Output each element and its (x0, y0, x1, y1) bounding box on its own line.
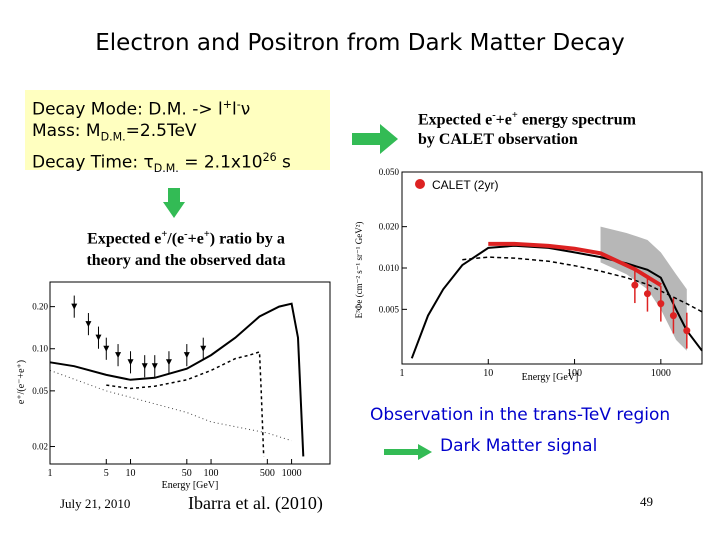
background-curve (462, 256, 703, 313)
legend-label: CALET (2yr) (432, 178, 498, 192)
calet-point (643, 290, 651, 298)
axis-ticks: 1 5 10 50 100 500 1000 0.20 0.10 0.05 0.02 (32, 302, 301, 479)
gray-error-band (600, 226, 687, 351)
data-point (95, 334, 102, 341)
y-tick-label: 0.005 (379, 304, 400, 314)
x-tick-label: 1000 (282, 468, 302, 479)
calet-point (683, 327, 691, 335)
x-tick-label: 1 (400, 368, 405, 379)
dark-matter-signal-text: Dark Matter signal (440, 436, 598, 456)
ratio-label-part: /(e (167, 230, 185, 248)
energy-spectrum-chart: 1 10 100 1000 0.050 0.020 0.010 0.005 CALET (2y… (354, 167, 703, 383)
dashed-curve (106, 350, 265, 457)
x-axis-label: Energy [GeV] (522, 372, 579, 383)
slide-title: Electron and Positron from Dark Matter D… (95, 30, 625, 56)
total-curve (410, 244, 703, 359)
data-point (103, 345, 110, 352)
mass-value: =2.5TeV (125, 120, 197, 141)
down-arrow-icon (163, 188, 185, 218)
spectrum-label: Expected e-+e+ energy spectrum by CALET … (418, 110, 636, 149)
time-unit: s (276, 152, 291, 173)
y-tick-label: 0.10 (32, 344, 48, 354)
data-point (71, 303, 78, 310)
calet-point (657, 300, 665, 308)
time-subscript: D.M. (153, 162, 179, 176)
data-point (165, 359, 172, 366)
spectrum-label-line2: by CALET observation (418, 131, 578, 149)
decay-time-text: Decay Time: τ (32, 152, 154, 173)
data-point (151, 363, 158, 370)
data-point (85, 321, 92, 328)
mass-text: Mass: M (32, 120, 101, 141)
footer-page-number: 49 (640, 494, 653, 509)
dotted-curve (49, 369, 292, 442)
data-points (631, 267, 691, 349)
decay-parameters-box: Decay Mode: D.M. -> l+l-ν Mass: MD.M.=2.… (25, 90, 330, 175)
y-tick-label: 0.020 (379, 222, 400, 232)
time-value: = 2.1x10 (178, 152, 263, 173)
mass-line: Mass: MD.M.=2.5TeV (32, 121, 330, 147)
data-points (71, 295, 207, 378)
spectrum-label-part: Expected e (418, 111, 493, 129)
footer-citation: Ibarra et al. (2010) (188, 493, 323, 513)
ratio-label-part: ) ratio by a (209, 230, 285, 248)
y-tick-label: 0.010 (379, 263, 400, 273)
data-point (141, 363, 148, 370)
right-arrow-small-icon (384, 444, 432, 460)
decay-mode-line: Decay Mode: D.M. -> l+l-ν (32, 98, 251, 120)
data-point (183, 352, 190, 359)
calet-point (669, 312, 677, 320)
x-tick-label: 10 (126, 468, 136, 479)
data-point (115, 352, 122, 359)
ratio-label-part: +e (187, 230, 204, 248)
y-tick-label: 0.02 (32, 442, 48, 452)
calet-point (631, 281, 639, 289)
data-point (127, 359, 134, 366)
y-axis-label: e⁺/(e⁻+e⁺) (16, 360, 27, 404)
x-tick-label: 100 (204, 468, 219, 479)
mass-subscript: D.M. (100, 130, 126, 144)
data-point (200, 345, 207, 352)
x-tick-label: 1 (48, 468, 53, 479)
plot-frame (49, 281, 331, 465)
axis-ticks: 1 10 100 1000 0.050 0.020 0.010 0.005 (379, 167, 671, 379)
positron-fraction-chart: 1 5 10 50 100 500 1000 0.20 0.10 0.05 0.02 Energy … (16, 281, 331, 491)
x-axis-label: Energy [GeV] (162, 480, 219, 491)
model-curves (49, 302, 305, 457)
decay-time-line: Decay Time: τD.M. = 2.1x1026 s (32, 147, 330, 179)
footer-date: July 21, 2010 (60, 496, 131, 511)
ratio-label-line2: theory and the observed data (86, 252, 286, 270)
ratio-label: Expected e+/(e-+e+) ratio by a theory an… (72, 224, 300, 272)
ratio-label-part: Expected e (87, 230, 162, 248)
y-tick-label: 0.05 (32, 386, 48, 396)
right-arrow-icon (352, 124, 398, 154)
y-axis-label: E³Φe (cm⁻² s⁻¹ sr⁻¹ GeV²) (354, 222, 364, 319)
solid-curve (49, 302, 305, 457)
decay-mode-text: Decay Mode: D.M. -> l (32, 99, 223, 120)
x-tick-label: 10 (483, 368, 493, 379)
spectrum-label-part: +e (495, 111, 512, 129)
error-band-area (600, 226, 687, 351)
x-tick-label: 1000 (651, 368, 671, 379)
x-tick-label: 100 (567, 368, 582, 379)
x-tick-label: 500 (260, 468, 275, 479)
y-tick-label: 0.20 (32, 302, 48, 312)
observation-text: Observation in the trans-TeV region (370, 405, 671, 425)
time-exponent: 26 (262, 151, 277, 165)
legend-marker (415, 179, 425, 189)
spectrum-label-part: energy spectrum (517, 111, 636, 129)
y-tick-label: 0.050 (379, 167, 400, 177)
x-tick-label: 5 (104, 468, 109, 479)
x-tick-label: 50 (182, 468, 192, 479)
